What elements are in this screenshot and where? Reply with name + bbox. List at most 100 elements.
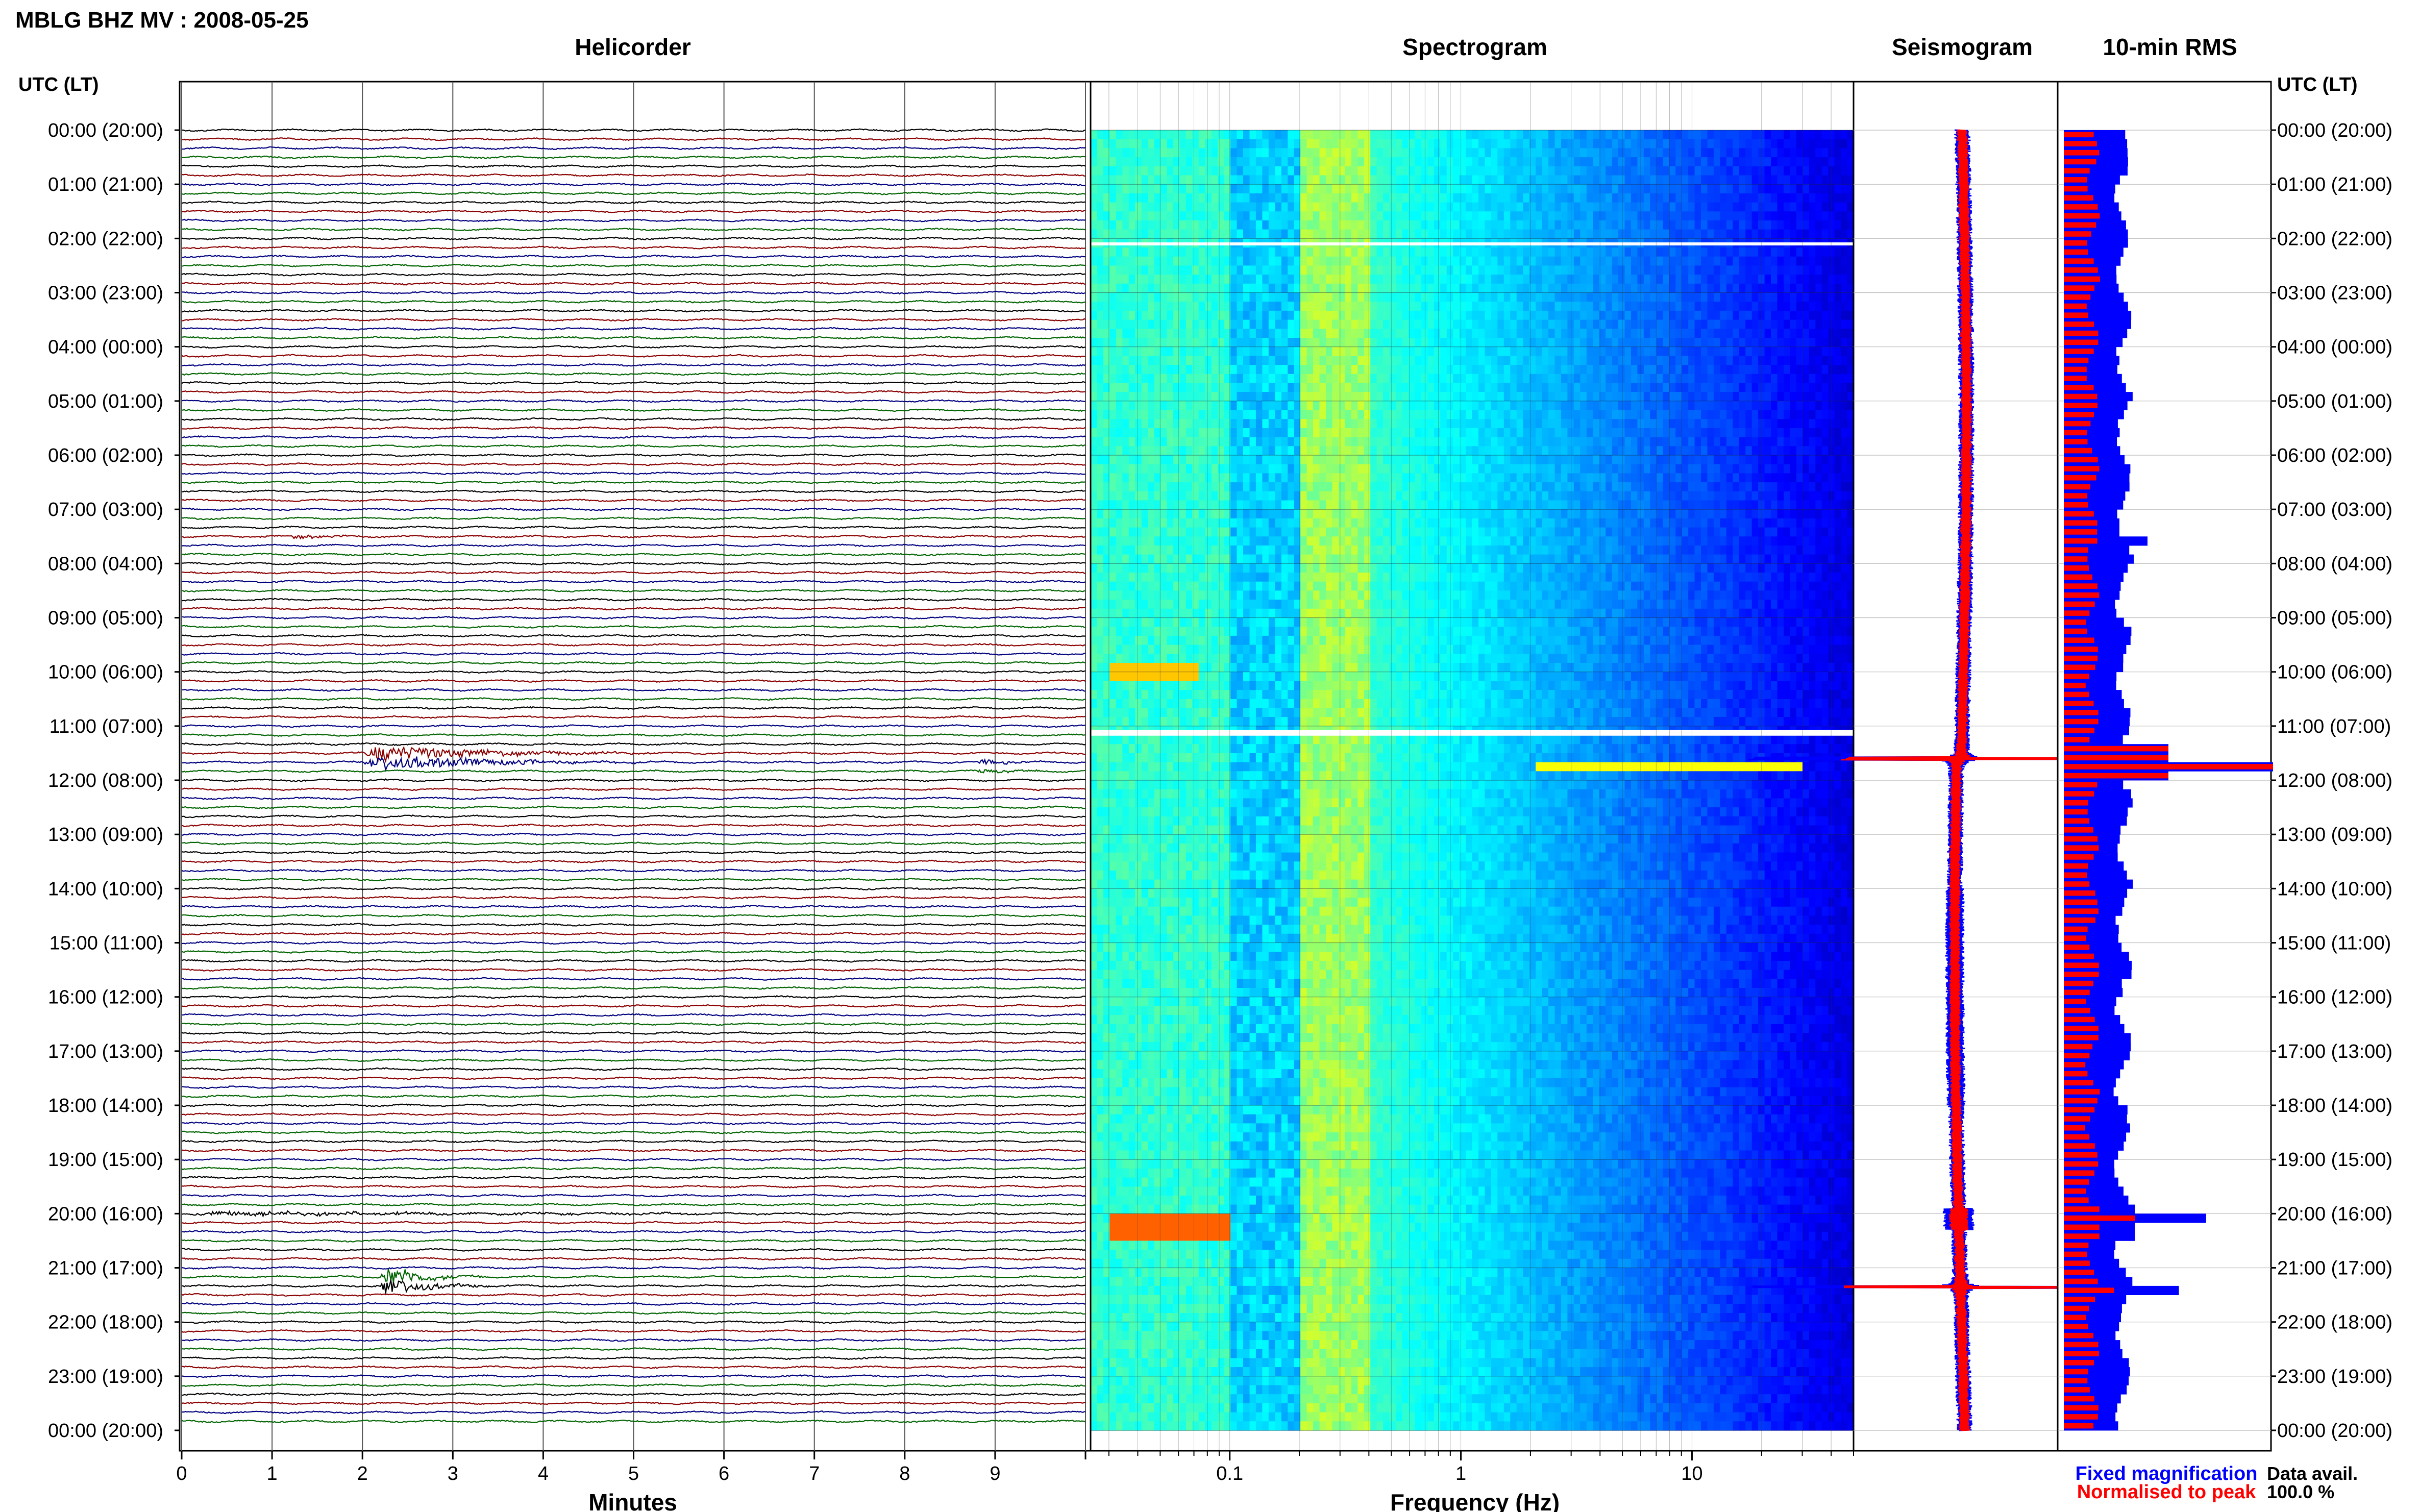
time-tick-label-right: 10:00 (06:00) — [2277, 662, 2392, 683]
spectrogram-cell — [1503, 130, 1511, 140]
time-tick-label-right: 11:00 (07:00) — [2277, 716, 2391, 737]
spectrogram-cell — [1237, 139, 1244, 148]
spectrogram-cell — [1459, 310, 1466, 320]
spectrogram-cell — [1631, 148, 1638, 158]
spectrogram-cell — [1218, 265, 1225, 275]
spectrogram-cell — [1612, 410, 1619, 419]
spectrogram-cell — [1803, 437, 1810, 447]
spectrogram-cell — [1218, 329, 1225, 338]
spectrogram-cell — [1503, 220, 1511, 230]
helicorder-trace — [182, 841, 1086, 846]
spectrogram-cell — [1803, 473, 1810, 483]
spectrogram-cell — [1790, 193, 1797, 203]
spectrogram-cell — [1173, 220, 1180, 230]
spectrogram-cell — [1771, 374, 1778, 384]
spectrogram-cell — [1803, 157, 1810, 167]
spectrogram-cell — [1402, 211, 1409, 221]
spectrogram-cell — [1345, 193, 1352, 203]
spectrogram-cell — [1427, 329, 1435, 338]
spectrogram-cell — [1192, 455, 1199, 465]
spectrogram-cell — [1338, 428, 1345, 438]
spectrogram-cell — [1306, 428, 1314, 438]
spectrogram-cell — [1612, 346, 1619, 356]
spectrogram-cell — [1218, 392, 1225, 402]
spectrogram-cell — [1650, 220, 1657, 230]
spectrogram-cell — [1154, 202, 1161, 212]
spectrogram-cell — [1351, 175, 1358, 185]
spectrogram-cell — [1758, 175, 1765, 185]
spectrogram-cell — [1523, 139, 1530, 148]
spectrogram-cell — [1612, 464, 1619, 474]
spectrogram-cell — [1745, 175, 1752, 185]
spectrogram-cell — [1186, 428, 1193, 438]
spectrogram-cell — [1332, 130, 1339, 140]
spectrogram-cell — [1643, 374, 1650, 384]
spectrogram-cell — [1173, 473, 1180, 483]
spectrogram-cell — [1694, 392, 1701, 402]
spectrogram-cell — [1148, 473, 1155, 483]
spectrogram-cell — [1720, 356, 1727, 365]
spectrogram-cell — [1593, 193, 1600, 203]
spectrogram-cell — [1218, 283, 1225, 293]
spectrogram-cell — [1631, 346, 1638, 356]
spectrogram-cell — [1478, 130, 1486, 140]
spectrogram-cell — [1198, 401, 1205, 411]
spectrogram-cell — [1733, 410, 1740, 419]
spectrogram-cell — [1523, 130, 1530, 140]
spectrogram-cell — [1109, 139, 1117, 148]
spectrogram-cell — [1656, 455, 1663, 465]
spectrogram-cell — [1268, 401, 1275, 411]
spectrogram-cell — [1745, 193, 1752, 203]
spectrogram-cell — [1784, 292, 1791, 302]
spectrogram-cell — [1103, 148, 1110, 158]
spectrogram-cell — [1663, 338, 1670, 348]
spectrogram-cell — [1370, 175, 1377, 185]
spectrogram-cell — [1224, 166, 1231, 176]
spectrogram-cell — [1751, 410, 1759, 419]
spectrogram-cell — [1472, 211, 1479, 221]
helicorder-trace — [181, 746, 1086, 763]
spectrogram-cell — [1167, 166, 1174, 176]
spectrogram-cell — [1446, 292, 1453, 302]
spectrogram-cell — [1161, 157, 1168, 167]
spectrogram-cell — [1554, 392, 1562, 402]
spectrogram-cell — [1542, 175, 1549, 185]
spectrogram-cell — [1427, 220, 1435, 230]
spectrogram-cell — [1091, 356, 1098, 365]
spectrogram-cell — [1326, 392, 1333, 402]
spectrogram-cell — [1281, 383, 1288, 392]
spectrogram-cell — [1179, 275, 1187, 284]
spectrogram-cell — [1319, 365, 1326, 375]
spectrogram-cell — [1472, 175, 1479, 185]
spectrogram-cell — [1389, 455, 1396, 465]
spectrogram-cell — [1255, 265, 1263, 275]
spectrogram-cell — [1586, 202, 1593, 212]
spectrogram-cell — [1141, 265, 1148, 275]
spectrogram-cell — [1154, 410, 1161, 419]
spectrogram-cell — [1421, 175, 1428, 185]
spectrogram-cell — [1478, 383, 1486, 392]
spectrogram-cell — [1288, 302, 1295, 311]
spectrogram-cell — [1758, 130, 1765, 140]
spectrogram-cell — [1415, 184, 1422, 194]
spectrogram-cell — [1198, 392, 1205, 402]
spectrogram-cell — [1421, 265, 1428, 275]
spectrogram-cell — [1218, 482, 1225, 492]
spectrogram-cell — [1198, 229, 1205, 239]
spectrogram-cell — [1332, 346, 1339, 356]
spectrogram-cell — [1503, 464, 1511, 474]
spectrogram-cell — [1446, 184, 1453, 194]
spectrogram-cell — [1516, 157, 1523, 167]
spectrogram-cell — [1421, 392, 1428, 402]
spectrogram-cell — [1091, 310, 1098, 320]
spectrogram-cell — [1764, 392, 1771, 402]
spectrogram-cell — [1694, 292, 1701, 302]
spectrogram-cell — [1275, 319, 1282, 329]
spectrogram-cell — [1650, 473, 1657, 483]
rms-title: 10-min RMS — [2103, 34, 2237, 60]
spectrogram-cell — [1612, 220, 1619, 230]
spectrogram-cell — [1554, 464, 1562, 474]
spectrogram-cell — [1179, 346, 1187, 356]
spectrogram-cell — [1536, 464, 1543, 474]
